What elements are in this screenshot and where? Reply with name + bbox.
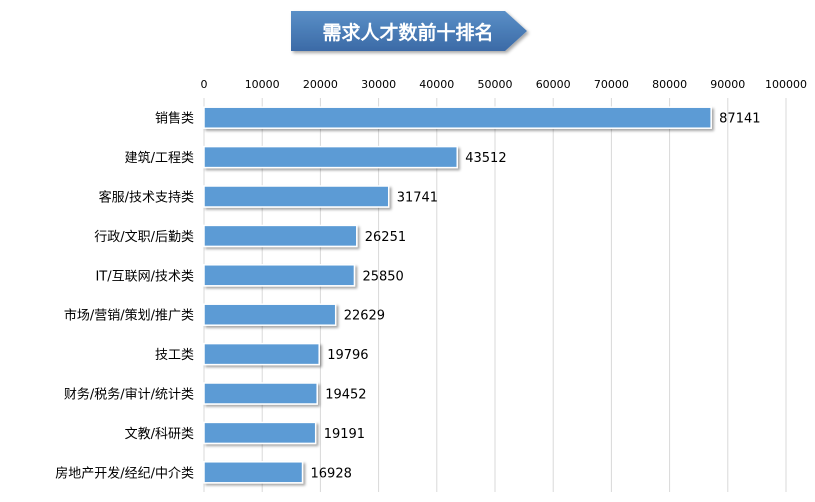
data-label: 87141 — [719, 112, 760, 127]
category-label: 建筑/工程类 — [125, 150, 194, 166]
x-tick-label: 60000 — [536, 78, 571, 91]
bar — [203, 224, 358, 248]
category-label: 房地产开发/经纪/中介类 — [55, 465, 194, 481]
bars — [203, 106, 712, 484]
category-label: 客服/技术支持类 — [99, 190, 194, 206]
category-label: 文教/科研类 — [125, 426, 194, 442]
data-label: 19191 — [324, 427, 365, 442]
x-tick-label: 10000 — [245, 78, 280, 91]
bar — [203, 342, 320, 366]
x-axis-ticks: 0 10000 20000 30000 40000 50000 60000 70000 8000… — [201, 78, 808, 91]
data-labels: 87141 43512 31741 26251 25850 22629 19796 19452… — [311, 112, 761, 482]
category-label: 技工类 — [155, 348, 194, 363]
x-tick-label: 20000 — [303, 78, 338, 91]
x-tick-label: 90000 — [710, 78, 745, 91]
bar — [203, 421, 317, 445]
data-label: 19796 — [327, 348, 368, 363]
x-tick-label: 0 — [201, 78, 208, 91]
bar — [203, 264, 356, 287]
data-label: 43512 — [465, 151, 506, 166]
bar — [203, 106, 712, 129]
data-label: 19452 — [325, 388, 366, 403]
data-label: 31741 — [397, 191, 438, 206]
data-label: 26251 — [365, 230, 406, 245]
bar — [203, 185, 390, 208]
x-tick-label: 30000 — [361, 78, 396, 91]
x-tick-label: 80000 — [652, 78, 687, 91]
x-tick-label: 40000 — [419, 78, 454, 91]
data-label: 16928 — [311, 466, 352, 481]
category-label: 销售类 — [155, 111, 194, 127]
grid-lines — [203, 98, 787, 492]
category-label: 市场/营销/策划/推广类 — [64, 308, 194, 324]
x-tick-label: 70000 — [594, 78, 629, 91]
category-label: 行政/文职/后勤类 — [94, 230, 194, 245]
data-label: 22629 — [344, 309, 385, 324]
bar — [203, 303, 337, 326]
category-label: 财务/税务/审计/统计类 — [64, 387, 194, 403]
bar — [203, 382, 318, 405]
title-banner-shape — [291, 11, 527, 51]
x-tick-label: 50000 — [478, 78, 513, 91]
data-label: 25850 — [362, 269, 403, 284]
x-tick-label: 100000 — [765, 78, 807, 91]
chart-title: 需求人才数前十排名 — [322, 21, 493, 44]
category-label: IT/互联网/技术类 — [95, 269, 194, 284]
title-banner: 需求人才数前十排名 — [291, 11, 527, 51]
bar — [203, 461, 304, 484]
bar — [203, 145, 458, 169]
